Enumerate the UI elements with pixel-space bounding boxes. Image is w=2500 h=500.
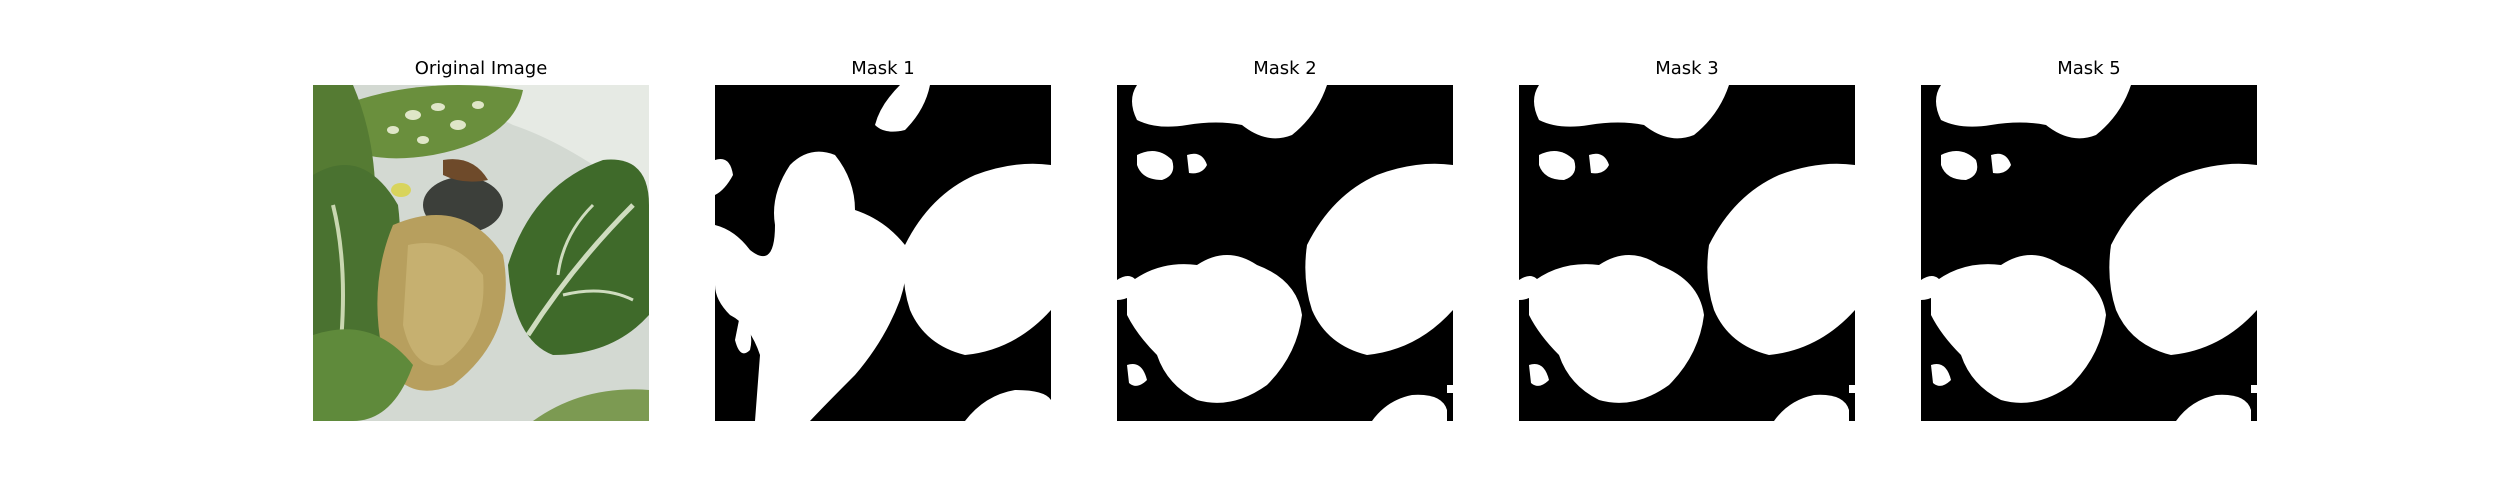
mask-2-title: Mask 2 <box>1253 58 1317 79</box>
mask-2 <box>1117 85 1453 421</box>
mask-5-title: Mask 5 <box>2057 58 2121 79</box>
mask-1-title: Mask 1 <box>851 58 915 79</box>
mask-5 <box>1921 85 2257 421</box>
mask-1 <box>715 85 1051 421</box>
mask-3-title: Mask 3 <box>1655 58 1719 79</box>
mask-3 <box>1519 85 1855 421</box>
original-image <box>313 85 649 421</box>
original-image-title: Original Image <box>414 58 548 79</box>
